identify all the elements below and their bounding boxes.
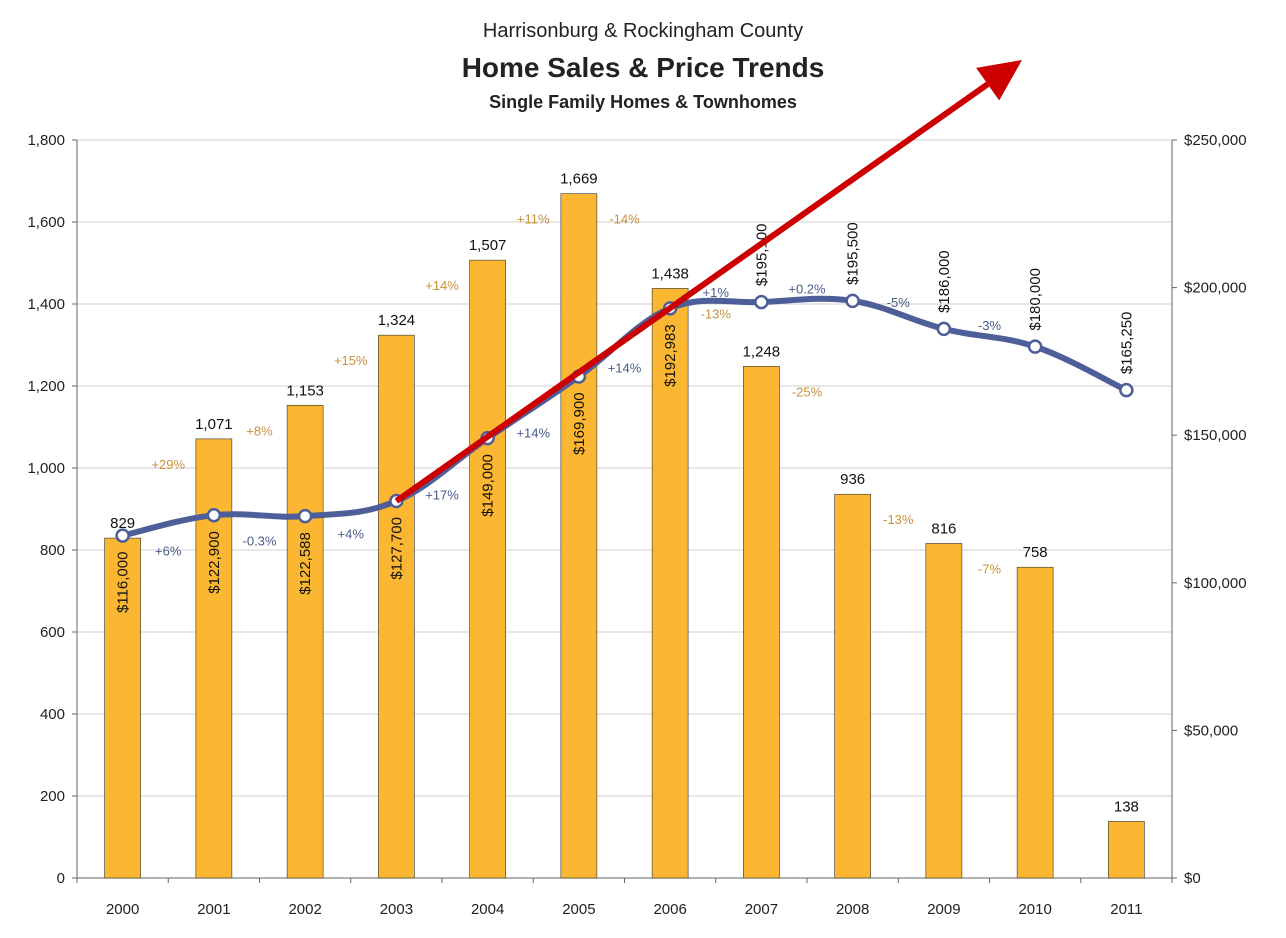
- sales-change-label: +8%: [246, 423, 273, 438]
- sales-bar: [743, 366, 780, 879]
- price-data-label: $127,700: [388, 517, 405, 580]
- price-change-label: +0.2%: [788, 281, 826, 296]
- left-axis-tick-label: 400: [40, 706, 65, 723]
- sales-change-label: -7%: [978, 561, 1002, 576]
- right-axis-tick-label: $150,000: [1184, 427, 1247, 444]
- x-axis-tick-label: 2004: [471, 901, 504, 918]
- left-axis-tick-label: 1,800: [27, 132, 65, 149]
- sales-data-label: 1,071: [195, 416, 233, 433]
- sales-bar: [1108, 821, 1145, 879]
- sales-change-label: -13%: [701, 306, 732, 321]
- right-axis-tick-label: $0: [1184, 870, 1201, 887]
- sales-data-label: 936: [840, 471, 865, 488]
- price-point: [297, 508, 313, 524]
- price-change-label: +1%: [703, 285, 730, 300]
- left-axis-tick-label: 1,600: [27, 214, 65, 231]
- price-change-label: +4%: [338, 527, 365, 542]
- x-axis-tick-label: 2007: [745, 901, 778, 918]
- price-data-label: $195,500: [845, 222, 862, 285]
- sales-bar: [286, 404, 324, 879]
- sales-data-label: 1,669: [560, 171, 598, 188]
- price-change-label: +14%: [516, 425, 550, 440]
- sales-bar: [560, 193, 598, 879]
- sales-bar: [378, 334, 415, 879]
- price-point: [936, 321, 952, 337]
- sales-data-label: 829: [110, 515, 135, 532]
- trend-arrow-shaft: [394, 81, 990, 504]
- price-data-label: $192,983: [662, 324, 679, 387]
- left-axis-tick-label: 0: [57, 870, 65, 887]
- sales-bar: [469, 259, 506, 879]
- price-point: [115, 528, 130, 543]
- sales-bar: [1016, 566, 1054, 879]
- sales-change-label: -14%: [609, 212, 640, 227]
- sales-data-label: 1,324: [378, 312, 416, 329]
- price-change-label: +14%: [608, 360, 642, 375]
- price-point: [845, 293, 860, 309]
- price-data-label: $149,000: [480, 454, 497, 517]
- price-data-label: $180,000: [1027, 268, 1044, 331]
- x-axis-tick-label: 2009: [927, 901, 960, 918]
- x-axis-tick-label: 2008: [836, 901, 869, 918]
- right-axis-tick-label: $200,000: [1184, 280, 1247, 297]
- price-change-label: +6%: [155, 543, 182, 558]
- sales-data-label: 1,438: [651, 265, 689, 282]
- price-data-label: $165,250: [1118, 312, 1135, 375]
- left-axis-tick-label: 600: [40, 624, 65, 641]
- sales-change-label: -13%: [883, 512, 914, 527]
- x-axis-tick-label: 2006: [653, 901, 686, 918]
- sales-change-label: +11%: [517, 212, 550, 227]
- sales-change-label: +29%: [151, 457, 185, 472]
- left-axis-tick-label: 1,000: [27, 460, 65, 477]
- left-axis-tick-label: 200: [40, 788, 65, 805]
- price-change-label: +17%: [425, 488, 459, 503]
- price-data-label: $186,000: [936, 250, 953, 313]
- sales-data-label: 758: [1023, 544, 1048, 561]
- sales-change-label: +14%: [425, 278, 459, 293]
- x-axis-tick-label: 2001: [197, 901, 230, 918]
- price-point: [754, 294, 769, 310]
- sales-bar: [925, 543, 963, 879]
- sales-data-label: 816: [931, 520, 956, 537]
- sales-bar: [651, 288, 689, 879]
- sales-change-label: -25%: [792, 384, 823, 399]
- price-data-label: $122,900: [206, 531, 223, 594]
- x-axis-tick-label: 2002: [288, 901, 321, 918]
- x-axis-tick-label: 2003: [380, 901, 413, 918]
- price-change-label: -5%: [887, 295, 911, 310]
- price-point: [1119, 382, 1134, 398]
- price-change-label: -0.3%: [243, 534, 277, 549]
- left-axis-tick-label: 800: [40, 542, 65, 559]
- sales-data-label: 1,248: [743, 343, 781, 360]
- price-data-label: $116,000: [115, 552, 132, 613]
- price-line: [119, 295, 1130, 539]
- chart-subtitle: Single Family Homes & Townhomes: [489, 92, 797, 112]
- price-change-label: -3%: [978, 318, 1002, 333]
- price-point: [1027, 339, 1043, 354]
- x-axis-tick-label: 2010: [1018, 901, 1051, 918]
- x-axis-tick-label: 2000: [106, 901, 139, 918]
- sales-bar: [104, 537, 141, 879]
- left-axis-tick-label: 1,400: [27, 296, 65, 313]
- sales-bar: [834, 493, 871, 879]
- sales-data-label: 138: [1114, 798, 1139, 815]
- right-axis-tick-label: $250,000: [1184, 132, 1247, 149]
- price-point: [206, 507, 222, 523]
- chart-supertitle: Harrisonburg & Rockingham County: [482, 20, 804, 42]
- right-axis-tick-label: $50,000: [1184, 722, 1238, 739]
- trend-arrow-head: [976, 60, 1022, 101]
- sales-bar: [195, 438, 233, 879]
- right-axis-tick-label: $100,000: [1184, 575, 1247, 592]
- left-axis-tick-label: 1,200: [27, 378, 65, 395]
- sales-change-label: +15%: [334, 353, 368, 368]
- price-data-label: $169,900: [571, 392, 588, 455]
- price-data-label: $122,588: [297, 532, 314, 595]
- price-data-label: $195,100: [753, 223, 770, 286]
- sales-data-label: 1,153: [286, 382, 324, 399]
- sales-data-label: 1,507: [469, 237, 507, 254]
- x-axis-tick-label: 2005: [562, 901, 595, 918]
- x-axis-tick-label: 2011: [1110, 901, 1142, 918]
- chart-title: Home Sales & Price Trends: [461, 52, 825, 83]
